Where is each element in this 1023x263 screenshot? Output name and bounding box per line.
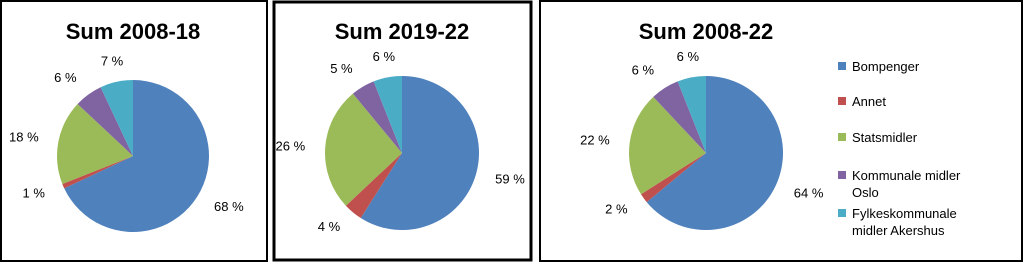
pie-slice bbox=[629, 96, 706, 195]
data-label: 64 % bbox=[794, 186, 824, 201]
data-label: 4 % bbox=[318, 219, 341, 234]
legend-label: Statsmidler bbox=[852, 130, 918, 145]
pie-slice bbox=[646, 76, 783, 231]
data-label: 22 % bbox=[580, 132, 610, 147]
legend-swatch bbox=[838, 97, 846, 105]
chart-title: Sum 2008-22 bbox=[639, 19, 774, 44]
legend-label: Bompenger bbox=[852, 59, 920, 74]
legend-label: Kommunale midler Oslo bbox=[852, 168, 961, 200]
data-label: 2 % bbox=[605, 201, 628, 216]
pie-slice bbox=[352, 81, 402, 153]
pie-slice bbox=[373, 76, 402, 153]
panel bbox=[272, 0, 533, 262]
data-label: 6 % bbox=[677, 49, 700, 64]
pie-slice bbox=[360, 76, 479, 230]
data-label: 1 % bbox=[22, 186, 45, 201]
data-label: 6 % bbox=[632, 63, 655, 78]
data-label: 5 % bbox=[330, 61, 353, 76]
legend-swatch bbox=[838, 171, 846, 179]
pie-slice bbox=[100, 80, 133, 156]
data-label: 59 % bbox=[495, 171, 525, 186]
pie-slice bbox=[640, 153, 706, 203]
pie-slice bbox=[653, 81, 706, 153]
pie-slice bbox=[345, 153, 402, 219]
data-label: 68 % bbox=[214, 199, 244, 214]
pie-slice bbox=[77, 87, 133, 156]
chart-title: Sum 2008-18 bbox=[66, 19, 201, 44]
pie-slice bbox=[677, 76, 706, 153]
data-label: 7 % bbox=[101, 54, 124, 69]
legend-swatch bbox=[838, 62, 846, 70]
panel bbox=[0, 0, 268, 262]
pie-slice bbox=[62, 156, 133, 189]
panel bbox=[539, 0, 1023, 262]
data-label: 6 % bbox=[54, 70, 77, 85]
data-label: 26 % bbox=[276, 138, 306, 153]
legend-label: Fylkeskommunale midler Akershus bbox=[852, 206, 957, 238]
pie-slice bbox=[57, 103, 134, 184]
pie-slice bbox=[325, 93, 402, 206]
pie-slice bbox=[64, 80, 210, 232]
data-label: 6 % bbox=[373, 49, 396, 64]
legend-label: Annet bbox=[852, 94, 886, 109]
legend-swatch bbox=[838, 209, 846, 217]
legend-swatch bbox=[838, 133, 846, 141]
data-label: 18 % bbox=[9, 129, 39, 144]
chart-title: Sum 2019-22 bbox=[335, 19, 470, 44]
